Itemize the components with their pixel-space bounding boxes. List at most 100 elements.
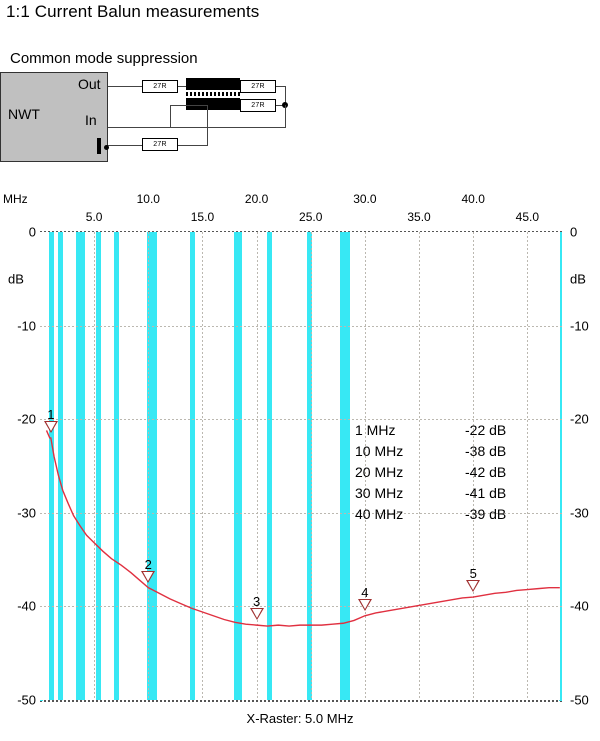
highlight-band — [267, 232, 273, 700]
highlight-band — [147, 232, 153, 700]
highlight-band — [76, 232, 82, 700]
table-row: 20 MHz -42 dB — [355, 462, 555, 483]
x-tick-label: 10.0 — [136, 192, 160, 206]
gridline-vertical — [310, 232, 312, 700]
ferrite-core-winding-icon — [186, 92, 240, 96]
highlight-band — [339, 232, 345, 700]
trace-curve — [45, 430, 560, 627]
ground-junction-dot-icon — [104, 145, 109, 150]
wire-node-down — [285, 105, 286, 127]
gridline-vertical — [148, 232, 150, 700]
y-tick-label-left: -20 — [17, 411, 36, 427]
wire-r1-to-core — [178, 86, 188, 87]
nwt-label: NWT — [8, 106, 40, 122]
highlight-band — [237, 232, 243, 700]
nwt-instrument-box — [0, 72, 108, 162]
highlight-band — [57, 232, 63, 700]
y-axis-unit-label-right: dB — [570, 271, 586, 287]
highlight-band — [114, 232, 120, 700]
resistor-r2: 27R — [240, 80, 276, 93]
x-tick-label: 40.0 — [461, 192, 485, 206]
table-row: 10 MHz -38 dB — [355, 441, 555, 462]
schematic-caption: Common mode suppression — [10, 50, 198, 67]
y-axis-unit-label-left: dB — [8, 271, 24, 287]
measurement-annotation-table: 1 MHz -22 dB 10 MHz -38 dB 20 MHz -42 dB 30 MH… — [355, 420, 555, 525]
measurement-value: -22 dB — [465, 422, 507, 438]
gridline-horizontal — [40, 419, 562, 421]
x-tick-label: 30.0 — [353, 192, 377, 206]
table-row: 1 MHz -22 dB — [355, 420, 555, 441]
ferrite-core-bottom-icon — [186, 98, 240, 110]
highlight-band — [80, 232, 86, 700]
gridline-horizontal — [40, 606, 562, 608]
measurement-value: -38 dB — [465, 443, 507, 459]
resistor-r3: 27R — [240, 99, 276, 112]
wire-r2-down — [285, 86, 286, 105]
x-tick-label: 5.0 — [85, 210, 103, 224]
table-row: 40 MHz -39 dB — [355, 504, 555, 525]
ferrite-core-top-icon — [186, 78, 240, 90]
measurement-value: -41 dB — [465, 485, 507, 501]
x-axis-unit-label: MHz — [3, 192, 28, 206]
measurement-value: -42 dB — [465, 464, 507, 480]
schematic-diagram: NWT Out In 27R 27R 27R 27R — [0, 72, 300, 170]
port-in-label: In — [85, 112, 97, 128]
wire-r3-right — [276, 105, 286, 106]
ground-symbol-icon — [97, 138, 101, 154]
x-tick-label: 20.0 — [244, 192, 269, 206]
gridline-vertical — [256, 232, 258, 700]
highlight-band — [344, 232, 350, 700]
x-tick-label: 15.0 — [190, 210, 215, 224]
gridline-vertical — [473, 232, 475, 700]
x-tick-label: 35.0 — [407, 210, 431, 224]
wire-r4-up — [207, 105, 208, 145]
highlight-band — [95, 232, 101, 700]
page-title: 1:1 Current Balun measurements — [6, 2, 260, 21]
x-raster-label: X-Raster: 5.0 MHz — [246, 711, 354, 726]
port-out-label: Out — [78, 76, 101, 92]
table-row: 30 MHz -41 dB — [355, 483, 555, 504]
wire-gnd-to-r4 — [108, 145, 142, 146]
resistor-r1: 27R — [142, 80, 178, 93]
gridline-vertical — [94, 232, 96, 700]
x-tick-label: 45.0 — [515, 210, 540, 224]
wire-r2-right — [276, 86, 286, 87]
y-tick-label-right: -40 — [570, 598, 589, 614]
highlight-band — [307, 232, 313, 700]
gridline-vertical — [527, 232, 529, 700]
measurement-value: -39 dB — [465, 506, 507, 522]
chart-axis-bottom — [40, 700, 562, 702]
gridline-horizontal — [40, 325, 562, 327]
measurement-frequency: 10 MHz — [355, 443, 404, 459]
wire-core-bottom-down — [170, 105, 171, 127]
y-tick-label-right: -20 — [570, 411, 589, 427]
y-tick-label-right: -50 — [570, 692, 589, 708]
y-tick-label-left: -50 — [17, 692, 36, 708]
gridline-vertical — [364, 232, 366, 700]
y-tick-label-left: 0 — [28, 224, 36, 240]
y-tick-label-right: 0 — [570, 224, 578, 240]
wire-r4-right — [178, 145, 208, 146]
measurement-frequency: 30 MHz — [355, 485, 404, 501]
highlight-band — [233, 232, 239, 700]
gridline-vertical — [202, 232, 204, 700]
highlight-band — [151, 232, 157, 700]
highlight-band — [559, 232, 562, 700]
gridline-vertical — [419, 232, 421, 700]
y-tick-label-left: -30 — [17, 505, 36, 521]
wire-out-to-r1 — [108, 86, 142, 87]
y-tick-label-right: -30 — [570, 505, 589, 521]
chart-plot-area — [40, 232, 562, 700]
wire-in-to-node — [108, 127, 286, 128]
resistor-r4: 27R — [142, 138, 178, 151]
gridline-horizontal — [40, 512, 562, 514]
y-tick-label-left: -40 — [17, 598, 36, 614]
y-tick-label-right: -10 — [570, 318, 589, 334]
suppression-chart: MHz 10.0 20.0 30.0 40.0 5.0 15.0 25.0 35.0 45.0… — [0, 190, 600, 741]
measurement-table: 1 MHz -22 dB 10 MHz -38 dB 20 MHz -42 dB 30 MH… — [355, 420, 555, 525]
highlight-band — [48, 232, 54, 700]
measurement-frequency: 20 MHz — [355, 464, 404, 480]
highlight-band — [190, 232, 196, 700]
measurement-frequency: 1 MHz — [355, 422, 396, 438]
wire-core-bottom-left — [170, 105, 208, 106]
